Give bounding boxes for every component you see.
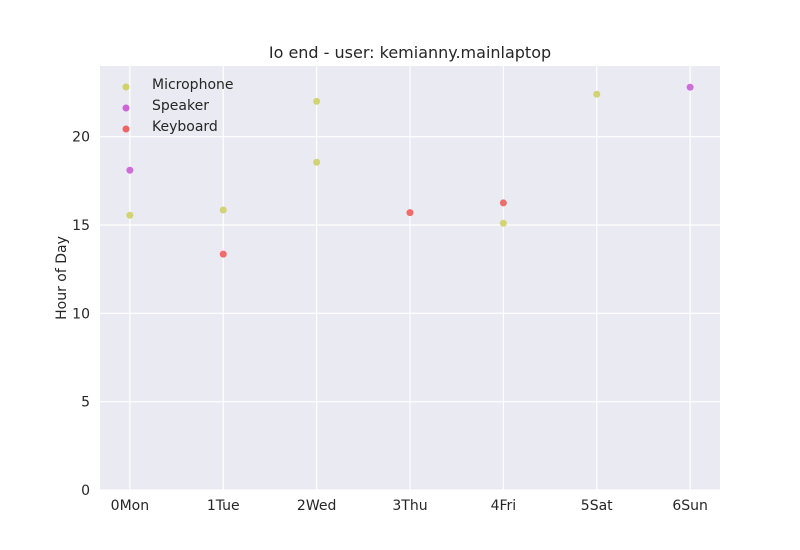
grid-lines [100,66,720,491]
chart-title: Io end - user: kemianny.mainlaptop [269,43,551,62]
x-tick-label: 6Sun [672,498,708,514]
data-point-speaker [126,166,134,174]
y-tick-label: 15 [72,218,90,234]
x-tick-label: 4Fri [491,498,517,514]
data-point-microphone [499,219,507,227]
y-axis-label: Hour of Day [54,236,70,320]
x-tick-label: 2Wed [297,498,336,514]
legend-label-microphone: Microphone [152,77,234,93]
legend: Microphone Speaker Keyboard [122,77,234,135]
x-tick-label: 1Tue [207,498,240,514]
data-point-keyboard [499,199,507,207]
data-point-speaker [686,83,694,91]
data-point-microphone [126,211,134,219]
data-point-microphone [219,206,227,214]
tick-labels: 0 5 10 15 20 0Mon 1Tue 2Wed 3Thu 4Fri 5Sat 6Sun [72,130,708,514]
legend-marker-keyboard [122,125,130,133]
x-tick-label: 0Mon [111,498,149,514]
data-points [126,83,694,258]
y-tick-label: 20 [72,130,90,146]
y-tick-label: 5 [81,395,90,411]
data-point-microphone [593,90,601,98]
data-point-keyboard [406,209,414,217]
legend-marker-microphone [122,83,130,91]
y-tick-label: 0 [81,483,90,499]
data-point-keyboard [219,250,227,258]
data-point-microphone [313,158,321,166]
data-point-microphone [313,97,321,105]
y-tick-label: 10 [72,306,90,322]
legend-label-keyboard: Keyboard [152,119,218,135]
legend-label-speaker: Speaker [152,98,209,114]
x-tick-label: 3Thu [392,498,427,514]
legend-marker-speaker [122,104,130,112]
x-tick-label: 5Sat [581,498,613,514]
